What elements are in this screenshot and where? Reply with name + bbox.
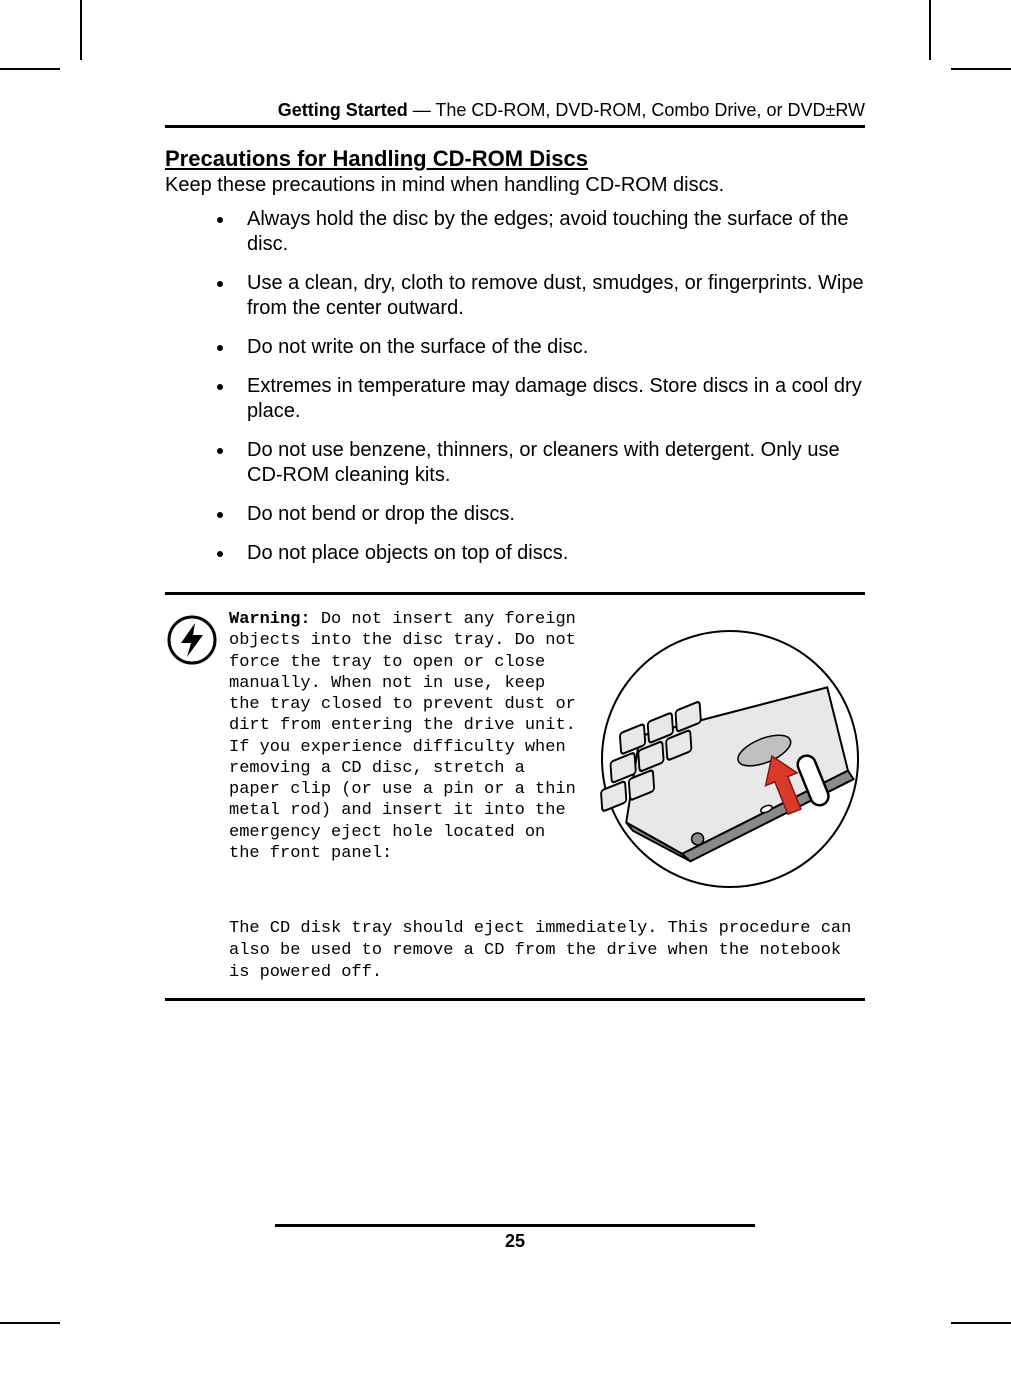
header-section: The CD-ROM, DVD-ROM, Combo Drive, or DVD… xyxy=(435,100,865,120)
running-header: Getting Started — The CD-ROM, DVD-ROM, C… xyxy=(165,100,865,128)
eject-illustration xyxy=(595,609,865,894)
precautions-list: Always hold the disc by the edges; avoid… xyxy=(235,207,865,566)
section-title: Precautions for Handling CD-ROM Discs xyxy=(165,146,865,172)
warning-label: Warning: xyxy=(229,610,311,629)
crop-mark xyxy=(951,1322,1011,1324)
crop-mark xyxy=(0,68,60,70)
header-chapter: Getting Started xyxy=(278,100,408,120)
list-item: Extremes in temperature may damage discs… xyxy=(235,374,865,424)
warning-body: Do not insert any foreign objects into t… xyxy=(229,610,576,863)
list-item: Do not use benzene, thinners, or cleaner… xyxy=(235,438,865,488)
list-item: Use a clean, dry, cloth to remove dust, … xyxy=(235,271,865,321)
crop-mark xyxy=(0,1322,60,1324)
intro-text: Keep these precautions in mind when hand… xyxy=(165,174,865,197)
crop-mark xyxy=(929,0,931,60)
warning-text: Warning: Do not insert any foreign objec… xyxy=(219,609,595,864)
crop-mark xyxy=(80,0,82,60)
header-separator: — xyxy=(408,100,436,120)
warning-box: Warning: Do not insert any foreign objec… xyxy=(165,592,865,1001)
crop-mark xyxy=(951,68,1011,70)
list-item: Always hold the disc by the edges; avoid… xyxy=(235,207,865,257)
list-item: Do not write on the surface of the disc. xyxy=(235,335,865,360)
lightning-icon xyxy=(165,613,219,672)
page-footer: 25 xyxy=(165,1224,865,1252)
warning-followup: The CD disk tray should eject immediatel… xyxy=(229,918,865,984)
list-item: Do not bend or drop the discs. xyxy=(235,502,865,527)
list-item: Do not place objects on top of discs. xyxy=(235,541,865,566)
page-number: 25 xyxy=(165,1231,865,1252)
footer-rule xyxy=(275,1224,755,1227)
